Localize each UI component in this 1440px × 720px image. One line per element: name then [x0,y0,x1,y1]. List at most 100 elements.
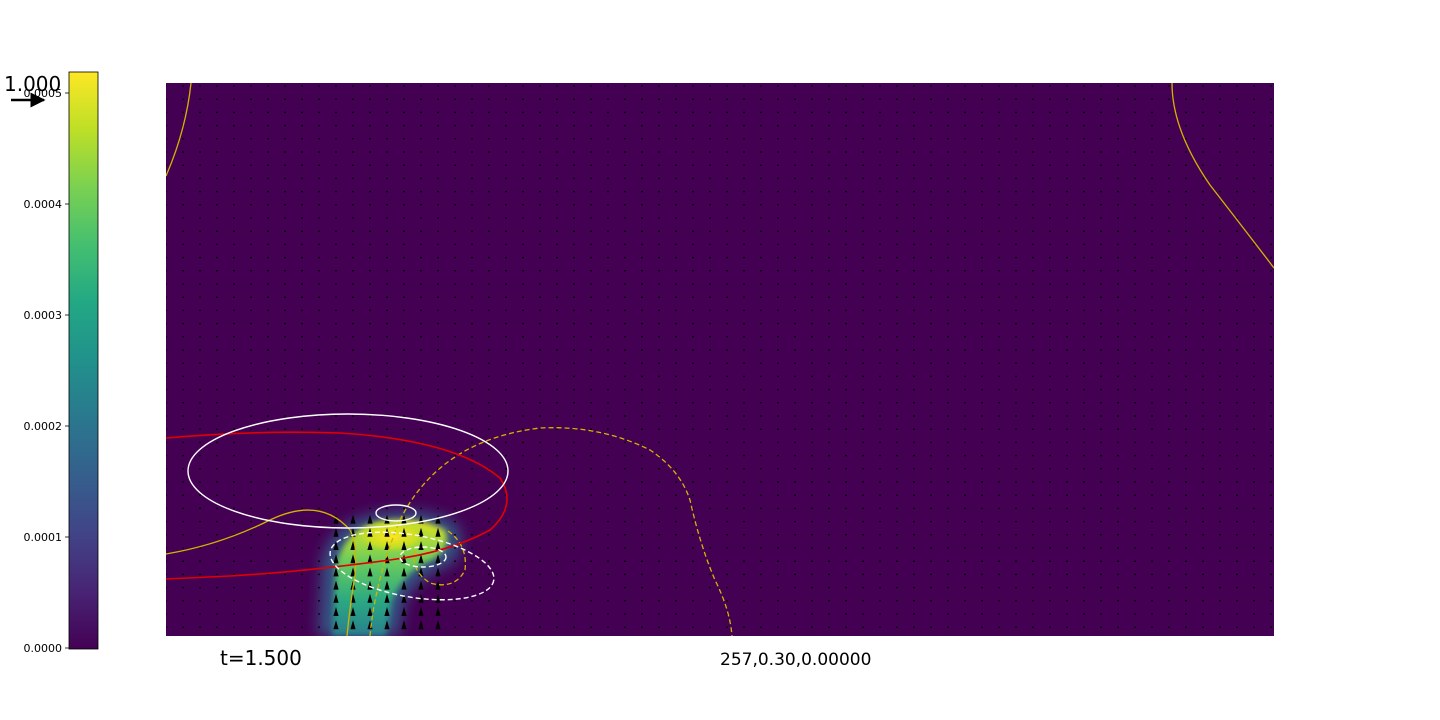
vector-dot [879,560,881,563]
vector-dot [556,322,558,325]
vector-dot [964,203,966,206]
vector-dot [1202,335,1204,338]
vector-dot [505,256,507,259]
vector-dot [1049,349,1051,351]
vector-dot [811,401,813,404]
vector-dot [1117,388,1119,391]
vector-dot [947,388,949,391]
vector-dot [335,309,337,312]
vector-dot [675,401,677,404]
vector-dot [896,547,898,549]
vector-dot [828,349,830,351]
vector-dot [556,481,558,483]
vector-dot [1032,467,1034,470]
vector-dot [879,507,881,510]
vector-dot [250,322,252,325]
vector-dot [573,217,575,219]
vector-dot [1185,494,1187,497]
vector-dot [301,520,303,523]
vector-dot [1270,243,1272,246]
vector-dot [1134,177,1136,180]
vector-dot [471,217,473,219]
vector-dot [743,428,745,431]
vector-dot [216,533,218,536]
vector-dot [896,441,898,444]
vector-dot [1168,573,1170,576]
vector-dot [726,547,728,549]
vector-dot [437,481,439,483]
vector-dot [488,98,490,101]
vector-dot [539,190,541,193]
vector-dot [250,428,252,431]
vector-dot [1066,322,1068,325]
vector-dot [301,349,303,351]
vector-dot [930,296,932,299]
vector-dot [658,335,660,338]
vector-dot [896,137,898,140]
vector-dot [811,190,813,193]
colorbar-tick-label: 0.0001 [24,531,63,544]
vector-dot [1015,520,1017,523]
vector-dot [1236,177,1238,180]
vector-dot [1219,362,1221,365]
vector-dot [930,573,932,576]
vector-dot [1253,349,1255,351]
vector-dot [318,111,320,114]
vector-dot [1151,388,1153,391]
vector-dot [335,349,337,351]
vector-dot [556,362,558,365]
vector-dot [879,467,881,470]
vector-dot [1083,230,1085,233]
vector-dot [1202,85,1204,87]
vector-dot [437,283,439,285]
vector-dot [981,454,983,457]
vector-dot [199,283,201,285]
vector-dot [1151,362,1153,365]
vector-dot [1049,626,1051,629]
vector-dot [335,177,337,180]
vector-dot [777,164,779,167]
vector-dot [1083,507,1085,510]
vector-dot [522,111,524,114]
vector-dot [182,467,184,470]
vector-dot [1219,428,1221,431]
vector-dot [1134,283,1136,285]
vector-dot [930,269,932,272]
vector-dot [199,322,201,325]
vector-dot [1134,190,1136,193]
vector-dot [590,256,592,259]
vector-dot [182,481,184,483]
vector-dot [522,349,524,351]
vector-dot [1253,243,1255,246]
vector-dot [1049,217,1051,219]
vector-dot [352,415,354,417]
vector-dot [182,256,184,259]
vector-dot [794,494,796,497]
vector-dot [556,586,558,589]
vector-dot [505,415,507,417]
vector-dot [318,98,320,101]
vector-dot [760,309,762,312]
vector-dot [862,243,864,246]
vector-dot [216,296,218,299]
vector-arrow [418,620,424,630]
vector-dot [556,137,558,140]
vector-dot [369,296,371,299]
vector-dot [505,520,507,523]
vector-dot [437,124,439,127]
vector-dot [1015,599,1017,602]
vector-dot [1032,599,1034,602]
vector-dot [794,560,796,563]
vector-arrow [435,514,441,524]
vector-dot [1168,586,1170,589]
vector-dot [862,586,864,589]
vector-dot [522,217,524,219]
vector-dot [692,98,694,101]
vector-dot [505,586,507,589]
vector-dot [726,177,728,180]
vector-arrow [333,514,339,524]
vector-dot [726,85,728,87]
vector-dot [403,388,405,391]
vector-dot [386,230,388,233]
vector-dot [641,547,643,549]
